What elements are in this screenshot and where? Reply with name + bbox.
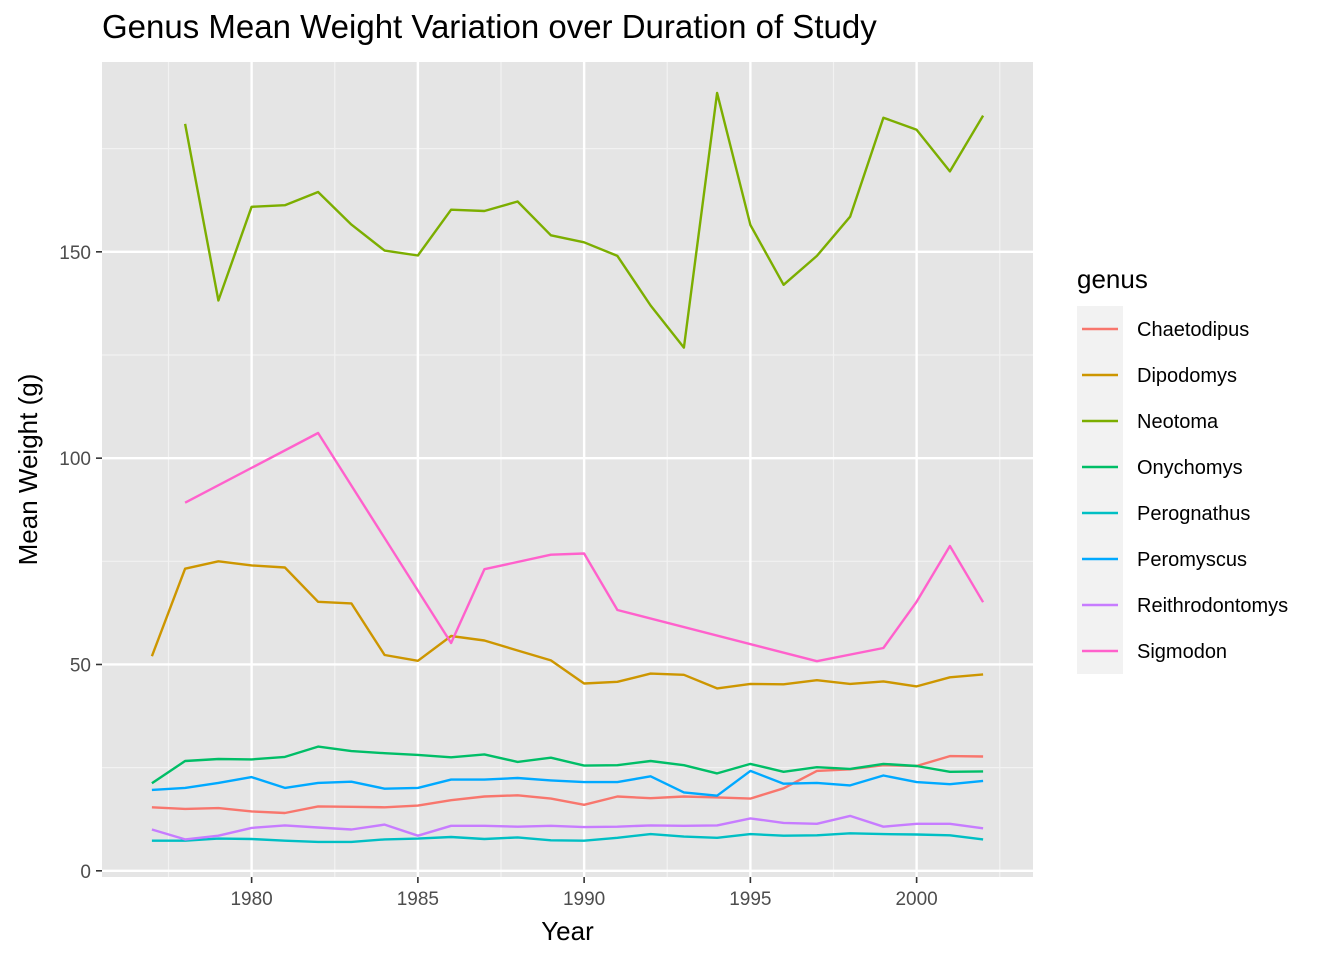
legend-label-dipodomys: Dipodomys xyxy=(1137,365,1237,387)
legend-label-reithrodontomys: Reithrodontomys xyxy=(1137,595,1288,617)
legend-title: genus xyxy=(1077,264,1148,294)
plot-panel xyxy=(102,62,1033,877)
x-tick-label: 1980 xyxy=(230,889,272,910)
legend-key-background xyxy=(1077,306,1123,674)
series-line-reithrodontomys xyxy=(151,814,984,841)
x-tick-label: 1990 xyxy=(563,889,605,910)
x-tick-label: 1985 xyxy=(397,889,439,910)
chart-title: Genus Mean Weight Variation over Duratio… xyxy=(102,8,877,45)
legend-label-onychomys: Onychomys xyxy=(1137,457,1243,479)
legend-label-peromyscus: Peromyscus xyxy=(1137,549,1247,571)
series-line-sigmodon xyxy=(184,431,985,663)
legend-label-perognathus: Perognathus xyxy=(1137,503,1250,525)
series-line-peromyscus xyxy=(151,769,984,797)
legend-label-sigmodon: Sigmodon xyxy=(1137,641,1227,663)
x-axis-title: Year xyxy=(541,916,594,946)
series-line-dipodomys xyxy=(150,560,984,690)
legend-label-chaetodipus: Chaetodipus xyxy=(1137,319,1249,341)
legend-items: Chaetodipus Dipodomys Neotoma Onychomys Pero… xyxy=(1082,319,1288,663)
x-tick-label: 2000 xyxy=(895,889,937,910)
y-tick-label: 100 xyxy=(59,449,91,470)
y-axis-title: Mean Weight (g) xyxy=(13,374,43,566)
y-tick-label: 150 xyxy=(59,243,91,264)
series-lines xyxy=(150,91,985,844)
series-line-perognathus xyxy=(151,832,984,844)
legend-label-neotoma: Neotoma xyxy=(1137,411,1219,433)
y-tick-label: 0 xyxy=(80,862,91,883)
series-line-neotoma xyxy=(183,91,985,349)
minor-gridlines xyxy=(102,62,1033,877)
x-axis: 1980 1985 1990 1995 2000 xyxy=(230,877,938,910)
major-gridlines xyxy=(102,62,1033,877)
series-line-onychomys xyxy=(151,745,984,785)
legend: genus Chaetodipus Dipodomys Neotoma Onychom… xyxy=(1077,264,1288,674)
y-axis: 0 50 100 150 xyxy=(59,243,102,883)
y-tick-label: 50 xyxy=(70,655,91,676)
x-tick-label: 1995 xyxy=(729,889,771,910)
